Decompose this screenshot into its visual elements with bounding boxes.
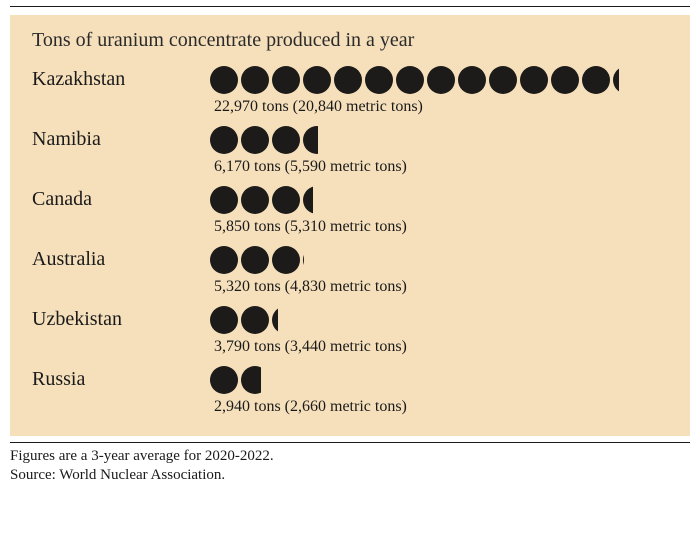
chart-row: Canada5,850 tons (5,310 metric tons)	[32, 186, 672, 236]
bottom-rule	[10, 442, 690, 443]
dot-icon	[303, 66, 331, 94]
top-rule	[10, 6, 690, 7]
dot-partial-icon	[303, 246, 331, 274]
dot-icon	[210, 306, 238, 334]
dot-icon	[241, 126, 269, 154]
dot-partial-icon	[241, 366, 269, 394]
dot-icon	[272, 126, 300, 154]
chart-row: Namibia6,170 tons (5,590 metric tons)	[32, 126, 672, 176]
dot-icon	[489, 66, 517, 94]
dot-icon	[210, 366, 238, 394]
chart-row: Uzbekistan3,790 tons (3,440 metric tons)	[32, 306, 672, 356]
value-label: 6,170 tons (5,590 metric tons)	[210, 158, 672, 176]
dot-icon	[396, 66, 424, 94]
dot-icon	[520, 66, 548, 94]
data-column: 3,790 tons (3,440 metric tons)	[210, 306, 672, 356]
footer-line-2: Source: World Nuclear Association.	[10, 466, 690, 485]
dot-icon	[334, 66, 362, 94]
chart-row: Kazakhstan22,970 tons (20,840 metric ton…	[32, 66, 672, 116]
chart-footer: Figures are a 3-year average for 2020-20…	[10, 447, 690, 485]
dot-icon	[210, 66, 238, 94]
country-label: Namibia	[32, 126, 210, 176]
dot-partial-icon	[613, 66, 641, 94]
dot-icon	[241, 186, 269, 214]
dot-icon	[551, 66, 579, 94]
dot-icon	[582, 66, 610, 94]
footer-line-1: Figures are a 3-year average for 2020-20…	[10, 447, 690, 466]
country-label: Kazakhstan	[32, 66, 210, 116]
dot-icon	[241, 66, 269, 94]
data-column: 5,320 tons (4,830 metric tons)	[210, 246, 672, 296]
dot-row	[210, 366, 672, 394]
dot-partial-icon	[303, 126, 331, 154]
dot-partial-icon	[272, 306, 300, 334]
dot-icon	[365, 66, 393, 94]
dot-icon	[210, 186, 238, 214]
dot-icon	[210, 126, 238, 154]
chart-row: Russia2,940 tons (2,660 metric tons)	[32, 366, 672, 416]
dot-row	[210, 126, 672, 154]
country-label: Russia	[32, 366, 210, 416]
dot-icon	[241, 246, 269, 274]
chart-panel: Tons of uranium concentrate produced in …	[10, 15, 690, 436]
value-label: 5,850 tons (5,310 metric tons)	[210, 218, 672, 236]
data-column: 2,940 tons (2,660 metric tons)	[210, 366, 672, 416]
dot-row	[210, 306, 672, 334]
country-label: Australia	[32, 246, 210, 296]
value-label: 22,970 tons (20,840 metric tons)	[210, 98, 672, 116]
data-column: 5,850 tons (5,310 metric tons)	[210, 186, 672, 236]
dot-icon	[427, 66, 455, 94]
country-label: Uzbekistan	[32, 306, 210, 356]
data-column: 22,970 tons (20,840 metric tons)	[210, 66, 672, 116]
dot-row	[210, 246, 672, 274]
country-label: Canada	[32, 186, 210, 236]
data-column: 6,170 tons (5,590 metric tons)	[210, 126, 672, 176]
chart-rows: Kazakhstan22,970 tons (20,840 metric ton…	[32, 66, 672, 416]
dot-icon	[241, 306, 269, 334]
value-label: 5,320 tons (4,830 metric tons)	[210, 278, 672, 296]
chart-row: Australia5,320 tons (4,830 metric tons)	[32, 246, 672, 296]
dot-icon	[272, 186, 300, 214]
dot-partial-icon	[303, 186, 331, 214]
value-label: 2,940 tons (2,660 metric tons)	[210, 398, 672, 416]
value-label: 3,790 tons (3,440 metric tons)	[210, 338, 672, 356]
chart-title: Tons of uranium concentrate produced in …	[32, 29, 672, 52]
dot-icon	[458, 66, 486, 94]
dot-row	[210, 186, 672, 214]
dot-row	[210, 66, 672, 94]
dot-icon	[272, 246, 300, 274]
dot-icon	[210, 246, 238, 274]
dot-icon	[272, 66, 300, 94]
